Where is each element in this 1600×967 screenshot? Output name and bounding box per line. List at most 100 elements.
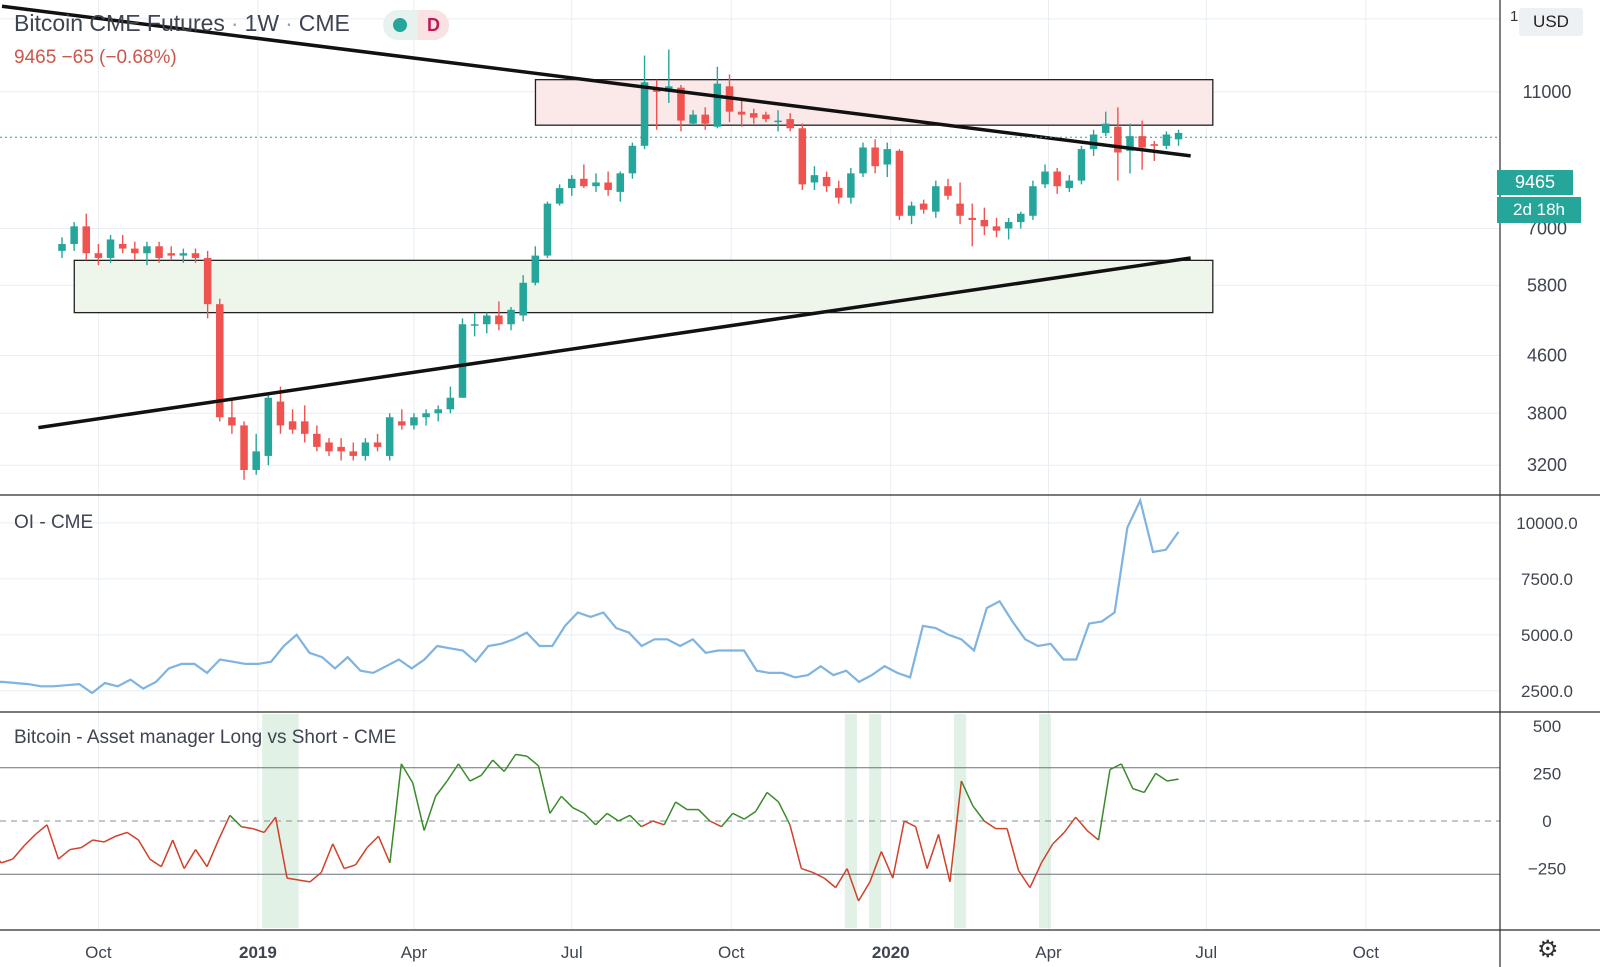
- candle-body[interactable]: [155, 246, 163, 258]
- candle-body[interactable]: [555, 188, 564, 204]
- candle-body[interactable]: [1126, 136, 1134, 151]
- candle-body[interactable]: [240, 425, 248, 470]
- candle-body[interactable]: [131, 248, 139, 254]
- candle-body[interactable]: [252, 451, 260, 470]
- currency-button[interactable]: USD: [1519, 8, 1583, 36]
- candle-body[interactable]: [82, 226, 91, 254]
- d-badge[interactable]: D: [418, 10, 449, 40]
- candle-body[interactable]: [1089, 134, 1098, 150]
- candle-body[interactable]: [264, 397, 273, 456]
- support-zone[interactable]: [73, 259, 1214, 314]
- candle-body[interactable]: [616, 173, 625, 192]
- candle-body[interactable]: [628, 145, 637, 174]
- candle-body[interactable]: [458, 324, 467, 398]
- candle-body[interactable]: [762, 114, 770, 120]
- candle-body[interactable]: [1017, 213, 1025, 223]
- trendline[interactable]: [1, 4, 1191, 158]
- candle-body[interactable]: [118, 243, 127, 249]
- candle-body[interactable]: [592, 182, 600, 187]
- candle-body[interactable]: [70, 226, 78, 244]
- candle-body[interactable]: [932, 186, 940, 212]
- candle-body[interactable]: [434, 409, 442, 414]
- candle-body[interactable]: [398, 421, 406, 426]
- market-status-toggle[interactable]: D: [383, 10, 449, 40]
- candle-body[interactable]: [422, 413, 430, 418]
- candle-body[interactable]: [1029, 186, 1037, 216]
- candle-body[interactable]: [992, 226, 1001, 231]
- candle-body[interactable]: [1150, 144, 1159, 146]
- candle-body[interactable]: [701, 114, 709, 124]
- candle-body[interactable]: [1004, 222, 1013, 229]
- candle-body[interactable]: [507, 309, 515, 325]
- candle-body[interactable]: [94, 253, 103, 258]
- candle-body[interactable]: [543, 203, 552, 256]
- symbol-name[interactable]: Bitcoin CME Futures: [14, 10, 225, 36]
- candle-body[interactable]: [919, 203, 928, 210]
- candle-body[interactable]: [944, 186, 952, 196]
- candle-body[interactable]: [689, 114, 697, 124]
- oi-pane-title[interactable]: OI - CME: [14, 512, 94, 533]
- candle-body[interactable]: [167, 253, 175, 256]
- candle-body[interactable]: [652, 89, 661, 92]
- candle-body[interactable]: [883, 149, 892, 165]
- candle-body[interactable]: [810, 175, 819, 183]
- candle-body[interactable]: [713, 83, 722, 127]
- candle-body[interactable]: [737, 111, 746, 115]
- candle-body[interactable]: [980, 219, 989, 227]
- candle-body[interactable]: [859, 147, 867, 174]
- candle-body[interactable]: [300, 421, 309, 434]
- candle-body[interactable]: [798, 128, 807, 185]
- candle-body[interactable]: [495, 315, 503, 325]
- candle-body[interactable]: [1114, 126, 1122, 153]
- cot-pane-title[interactable]: Bitcoin - Asset manager Long vs Short - …: [14, 727, 397, 748]
- interval-label[interactable]: 1W: [244, 10, 280, 36]
- candle-body[interactable]: [58, 243, 66, 251]
- candle-body[interactable]: [1041, 171, 1049, 185]
- candle-body[interactable]: [677, 87, 685, 121]
- candle-body[interactable]: [567, 178, 576, 189]
- candle-body[interactable]: [288, 421, 297, 430]
- candle-body[interactable]: [907, 205, 916, 216]
- candle-body[interactable]: [640, 82, 649, 146]
- candle-body[interactable]: [470, 324, 479, 326]
- candle-body[interactable]: [1138, 136, 1146, 148]
- candle-body[interactable]: [191, 253, 200, 258]
- candle-body[interactable]: [786, 119, 794, 129]
- candle-body[interactable]: [276, 401, 285, 426]
- candle-body[interactable]: [750, 113, 758, 118]
- candle-body[interactable]: [106, 239, 115, 258]
- candle-body[interactable]: [1065, 180, 1074, 189]
- candle-body[interactable]: [349, 451, 358, 456]
- candle-body[interactable]: [373, 442, 382, 447]
- candle-body[interactable]: [410, 417, 418, 426]
- candle-body[interactable]: [871, 147, 879, 167]
- candle-body[interactable]: [1162, 134, 1171, 146]
- candle-body[interactable]: [580, 178, 588, 187]
- candle-body[interactable]: [1174, 132, 1183, 140]
- candle-body[interactable]: [895, 150, 904, 216]
- candle-body[interactable]: [446, 397, 455, 410]
- candle-body[interactable]: [385, 417, 394, 456]
- candle-body[interactable]: [531, 255, 540, 283]
- candle-body[interactable]: [313, 433, 321, 447]
- candle-body[interactable]: [216, 304, 224, 418]
- candle-body[interactable]: [968, 217, 976, 220]
- candle-body[interactable]: [847, 173, 855, 198]
- candle-body[interactable]: [1101, 123, 1110, 133]
- candle-body[interactable]: [774, 120, 782, 123]
- candle-body[interactable]: [179, 253, 188, 256]
- candle-body[interactable]: [834, 188, 843, 198]
- gear-icon[interactable]: ⚙: [1537, 936, 1559, 963]
- candle-body[interactable]: [361, 442, 370, 456]
- candle-body[interactable]: [337, 446, 345, 452]
- trendline[interactable]: [38, 256, 1191, 430]
- candle-body[interactable]: [822, 176, 831, 187]
- candle-body[interactable]: [604, 182, 612, 190]
- oi-line[interactable]: [0, 497, 1180, 695]
- candle-body[interactable]: [325, 442, 333, 452]
- candle-body[interactable]: [1077, 149, 1086, 181]
- candle-body[interactable]: [203, 257, 212, 305]
- candle-body[interactable]: [228, 417, 236, 426]
- candle-body[interactable]: [1053, 171, 1061, 187]
